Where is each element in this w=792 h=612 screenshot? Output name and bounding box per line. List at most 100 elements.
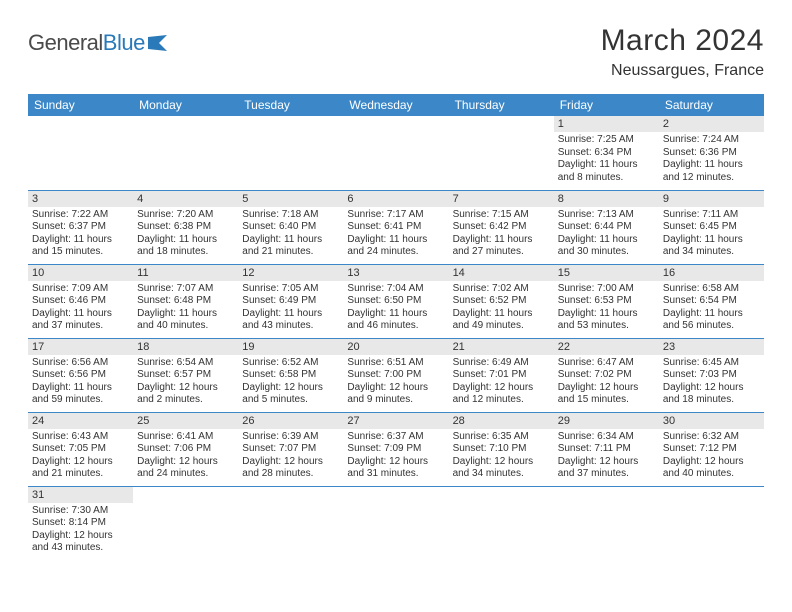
day-number-empty bbox=[133, 116, 238, 132]
calendar-cell: 28Sunrise: 6:35 AMSunset: 7:10 PMDayligh… bbox=[449, 412, 554, 486]
day-number-empty bbox=[238, 487, 343, 503]
day-number: 14 bbox=[449, 265, 554, 281]
sunrise-line: Sunrise: 6:47 AM bbox=[558, 357, 655, 370]
sunrise-line: Sunrise: 6:56 AM bbox=[32, 357, 129, 370]
calendar-cell: 25Sunrise: 6:41 AMSunset: 7:06 PMDayligh… bbox=[133, 412, 238, 486]
sunset-line: Sunset: 6:41 PM bbox=[347, 221, 444, 234]
day-details: Sunrise: 6:51 AMSunset: 7:00 PMDaylight:… bbox=[343, 355, 448, 411]
sunrise-line: Sunrise: 6:54 AM bbox=[137, 357, 234, 370]
sunrise-line: Sunrise: 6:35 AM bbox=[453, 431, 550, 444]
sunset-line: Sunset: 7:01 PM bbox=[453, 369, 550, 382]
title-block: March 2024 Neussargues, France bbox=[601, 24, 764, 80]
calendar-cell bbox=[343, 116, 448, 190]
sunset-line: Sunset: 6:44 PM bbox=[558, 221, 655, 234]
day-details: Sunrise: 6:52 AMSunset: 6:58 PMDaylight:… bbox=[238, 355, 343, 411]
sunset-line: Sunset: 6:49 PM bbox=[242, 295, 339, 308]
calendar-cell: 24Sunrise: 6:43 AMSunset: 7:05 PMDayligh… bbox=[28, 412, 133, 486]
sunrise-line: Sunrise: 6:32 AM bbox=[663, 431, 760, 444]
day-number: 21 bbox=[449, 339, 554, 355]
day-number: 20 bbox=[343, 339, 448, 355]
sunrise-line: Sunrise: 7:11 AM bbox=[663, 209, 760, 222]
sunset-line: Sunset: 6:56 PM bbox=[32, 369, 129, 382]
sunrise-line: Sunrise: 6:34 AM bbox=[558, 431, 655, 444]
day-number: 6 bbox=[343, 191, 448, 207]
daylight-line: Daylight: 11 hours and 34 minutes. bbox=[663, 234, 760, 259]
day-details: Sunrise: 6:43 AMSunset: 7:05 PMDaylight:… bbox=[28, 429, 133, 485]
day-header: Saturday bbox=[659, 94, 764, 116]
sunrise-line: Sunrise: 6:58 AM bbox=[663, 283, 760, 296]
sunset-line: Sunset: 7:02 PM bbox=[558, 369, 655, 382]
day-details: Sunrise: 7:04 AMSunset: 6:50 PMDaylight:… bbox=[343, 281, 448, 337]
day-details: Sunrise: 7:15 AMSunset: 6:42 PMDaylight:… bbox=[449, 207, 554, 263]
calendar-cell: 21Sunrise: 6:49 AMSunset: 7:01 PMDayligh… bbox=[449, 338, 554, 412]
calendar-week-row: 10Sunrise: 7:09 AMSunset: 6:46 PMDayligh… bbox=[28, 264, 764, 338]
day-details: Sunrise: 6:58 AMSunset: 6:54 PMDaylight:… bbox=[659, 281, 764, 337]
sunrise-line: Sunrise: 7:05 AM bbox=[242, 283, 339, 296]
calendar-cell: 15Sunrise: 7:00 AMSunset: 6:53 PMDayligh… bbox=[554, 264, 659, 338]
daylight-line: Daylight: 12 hours and 37 minutes. bbox=[558, 456, 655, 481]
day-details: Sunrise: 7:20 AMSunset: 6:38 PMDaylight:… bbox=[133, 207, 238, 263]
day-number: 30 bbox=[659, 413, 764, 429]
day-header: Monday bbox=[133, 94, 238, 116]
sunrise-line: Sunrise: 6:52 AM bbox=[242, 357, 339, 370]
sunrise-line: Sunrise: 6:43 AM bbox=[32, 431, 129, 444]
sunrise-line: Sunrise: 7:30 AM bbox=[32, 505, 129, 518]
calendar-cell: 18Sunrise: 6:54 AMSunset: 6:57 PMDayligh… bbox=[133, 338, 238, 412]
sunset-line: Sunset: 7:00 PM bbox=[347, 369, 444, 382]
daylight-line: Daylight: 11 hours and 21 minutes. bbox=[242, 234, 339, 259]
sunset-line: Sunset: 6:38 PM bbox=[137, 221, 234, 234]
day-number: 8 bbox=[554, 191, 659, 207]
logo-text: GeneralBlue bbox=[28, 30, 145, 56]
calendar-cell: 6Sunrise: 7:17 AMSunset: 6:41 PMDaylight… bbox=[343, 190, 448, 264]
calendar-cell: 26Sunrise: 6:39 AMSunset: 7:07 PMDayligh… bbox=[238, 412, 343, 486]
day-number: 18 bbox=[133, 339, 238, 355]
daylight-line: Daylight: 11 hours and 59 minutes. bbox=[32, 382, 129, 407]
calendar-cell: 30Sunrise: 6:32 AMSunset: 7:12 PMDayligh… bbox=[659, 412, 764, 486]
daylight-line: Daylight: 11 hours and 49 minutes. bbox=[453, 308, 550, 333]
day-details: Sunrise: 6:34 AMSunset: 7:11 PMDaylight:… bbox=[554, 429, 659, 485]
day-number: 27 bbox=[343, 413, 448, 429]
day-details: Sunrise: 6:54 AMSunset: 6:57 PMDaylight:… bbox=[133, 355, 238, 411]
daylight-line: Daylight: 12 hours and 31 minutes. bbox=[347, 456, 444, 481]
calendar-cell: 12Sunrise: 7:05 AMSunset: 6:49 PMDayligh… bbox=[238, 264, 343, 338]
day-header: Friday bbox=[554, 94, 659, 116]
sunset-line: Sunset: 6:40 PM bbox=[242, 221, 339, 234]
daylight-line: Daylight: 11 hours and 46 minutes. bbox=[347, 308, 444, 333]
sunrise-line: Sunrise: 7:24 AM bbox=[663, 134, 760, 147]
sunset-line: Sunset: 6:50 PM bbox=[347, 295, 444, 308]
sunrise-line: Sunrise: 7:25 AM bbox=[558, 134, 655, 147]
day-number: 28 bbox=[449, 413, 554, 429]
day-details: Sunrise: 6:47 AMSunset: 7:02 PMDaylight:… bbox=[554, 355, 659, 411]
daylight-line: Daylight: 12 hours and 15 minutes. bbox=[558, 382, 655, 407]
calendar-cell: 3Sunrise: 7:22 AMSunset: 6:37 PMDaylight… bbox=[28, 190, 133, 264]
day-details: Sunrise: 7:25 AMSunset: 6:34 PMDaylight:… bbox=[554, 132, 659, 188]
calendar-cell bbox=[449, 486, 554, 560]
daylight-line: Daylight: 11 hours and 56 minutes. bbox=[663, 308, 760, 333]
calendar-cell: 22Sunrise: 6:47 AMSunset: 7:02 PMDayligh… bbox=[554, 338, 659, 412]
daylight-line: Daylight: 12 hours and 21 minutes. bbox=[32, 456, 129, 481]
sunrise-line: Sunrise: 7:00 AM bbox=[558, 283, 655, 296]
day-number: 4 bbox=[133, 191, 238, 207]
month-title: March 2024 bbox=[601, 24, 764, 58]
day-details: Sunrise: 7:24 AMSunset: 6:36 PMDaylight:… bbox=[659, 132, 764, 188]
calendar-cell: 27Sunrise: 6:37 AMSunset: 7:09 PMDayligh… bbox=[343, 412, 448, 486]
calendar-cell bbox=[133, 486, 238, 560]
day-number: 16 bbox=[659, 265, 764, 281]
day-number-empty bbox=[343, 487, 448, 503]
calendar-week-row: 3Sunrise: 7:22 AMSunset: 6:37 PMDaylight… bbox=[28, 190, 764, 264]
sunrise-line: Sunrise: 7:09 AM bbox=[32, 283, 129, 296]
sunrise-line: Sunrise: 6:45 AM bbox=[663, 357, 760, 370]
daylight-line: Daylight: 12 hours and 24 minutes. bbox=[137, 456, 234, 481]
day-details: Sunrise: 7:18 AMSunset: 6:40 PMDaylight:… bbox=[238, 207, 343, 263]
calendar-cell: 14Sunrise: 7:02 AMSunset: 6:52 PMDayligh… bbox=[449, 264, 554, 338]
day-details: Sunrise: 7:09 AMSunset: 6:46 PMDaylight:… bbox=[28, 281, 133, 337]
sunrise-line: Sunrise: 6:49 AM bbox=[453, 357, 550, 370]
sunrise-line: Sunrise: 7:22 AM bbox=[32, 209, 129, 222]
day-number: 23 bbox=[659, 339, 764, 355]
sunrise-line: Sunrise: 6:37 AM bbox=[347, 431, 444, 444]
sunset-line: Sunset: 6:36 PM bbox=[663, 147, 760, 160]
sunrise-line: Sunrise: 7:20 AM bbox=[137, 209, 234, 222]
calendar-cell: 8Sunrise: 7:13 AMSunset: 6:44 PMDaylight… bbox=[554, 190, 659, 264]
calendar-cell: 23Sunrise: 6:45 AMSunset: 7:03 PMDayligh… bbox=[659, 338, 764, 412]
location-label: Neussargues, France bbox=[601, 62, 764, 80]
